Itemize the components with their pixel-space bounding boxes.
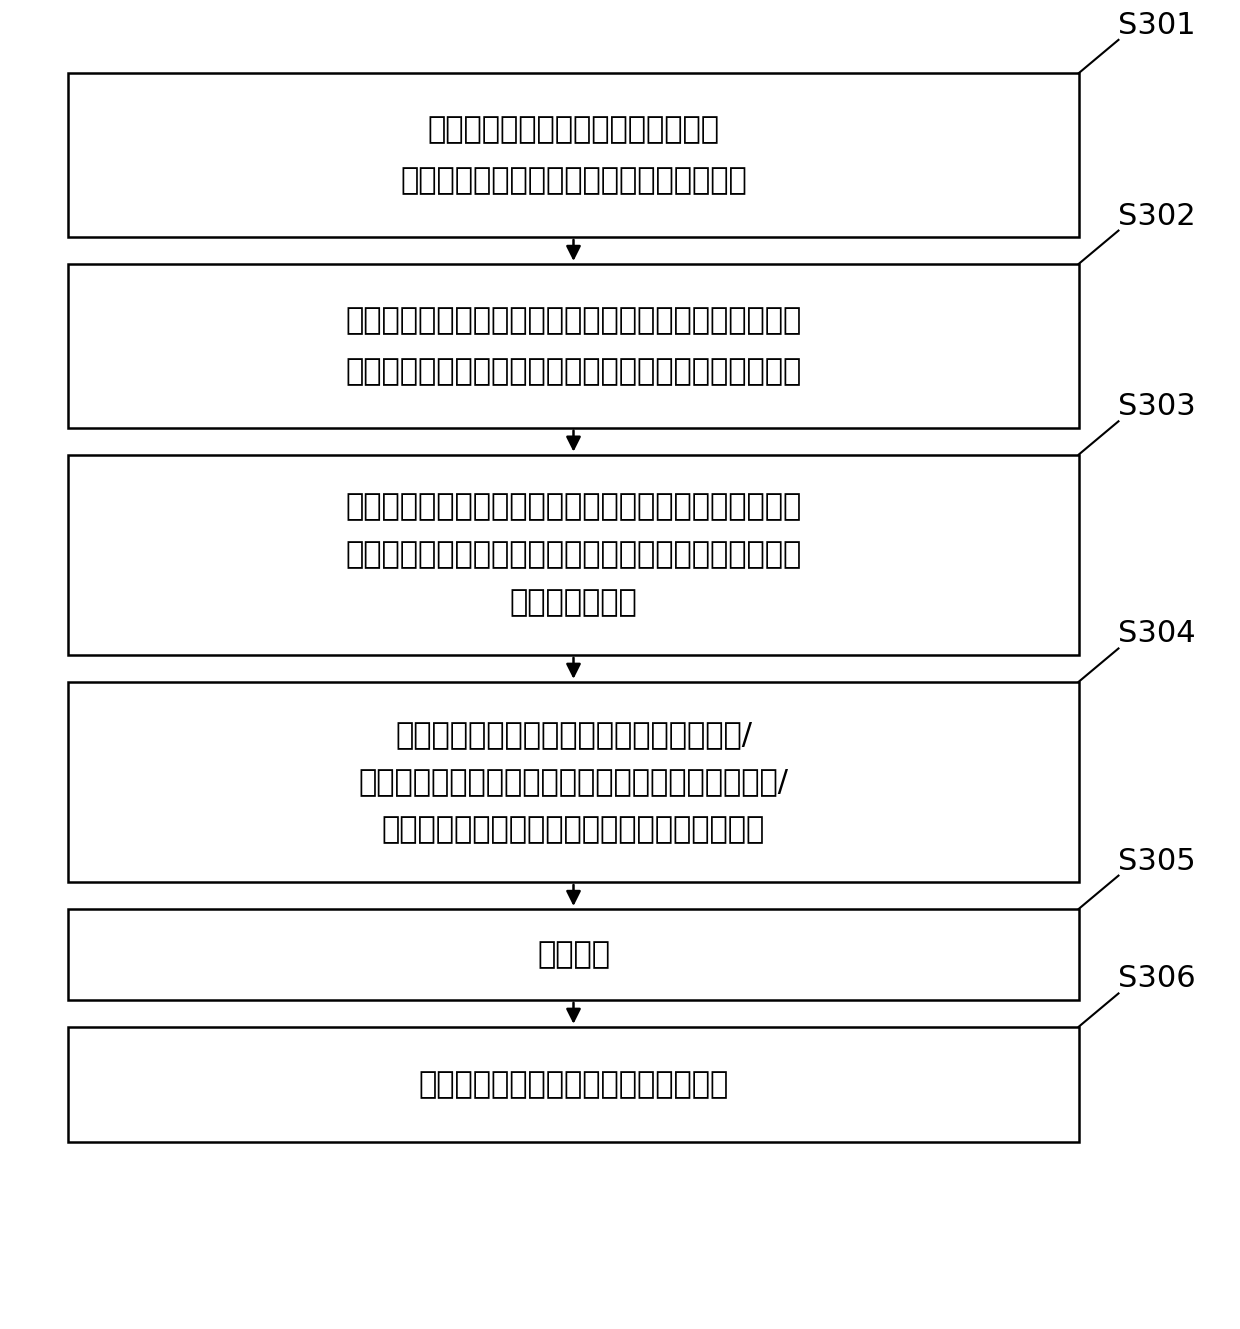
Text: S301: S301 (1118, 11, 1197, 40)
Bar (68, 455, 1079, 655)
Text: S304: S304 (1118, 619, 1197, 649)
Text: 其中待屏蔽芯片的焊盘朝向远离载板的方向: 其中待屏蔽芯片的焊盘朝向远离载板的方向 (401, 166, 746, 195)
Text: S306: S306 (1118, 965, 1197, 994)
Text: 导电桥的侧壁，并露出待屏蔽芯片的焊盘和导电桥中导电: 导电桥的侧壁，并露出待屏蔽芯片的焊盘和导电桥中导电 (346, 541, 801, 569)
Text: S303: S303 (1118, 392, 1197, 421)
Text: 贴附至少一个导电桥；导电桥包括至少一个导电金属结构: 贴附至少一个导电桥；导电桥包括至少一个导电金属结构 (346, 358, 801, 385)
Text: 在载板的第一表面形成模封层，模封层包覆待屏蔽芯片和: 在载板的第一表面形成模封层，模封层包覆待屏蔽芯片和 (346, 493, 801, 521)
Text: S302: S302 (1118, 202, 1197, 231)
Text: 在载板的第一表面，且与待屏蔽芯片每个侧壁对应的位置: 在载板的第一表面，且与待屏蔽芯片每个侧壁对应的位置 (346, 306, 801, 335)
Text: 在原先贴附载板的一侧表面设置导电层: 在原先贴附载板的一侧表面设置导电层 (418, 1070, 729, 1099)
Text: S305: S305 (1118, 847, 1197, 876)
Text: 金属结构的两端: 金属结构的两端 (510, 587, 637, 617)
Text: 或设置焊球，其中，重布线层的导线中的至少一个和/: 或设置焊球，其中，重布线层的导线中的至少一个和/ (358, 767, 789, 796)
Bar (68, 73, 1079, 237)
Text: 或焊球与导电桥端部露出的导电金属结构电连接: 或焊球与导电桥端部露出的导电金属结构电连接 (382, 815, 765, 844)
Text: 在模封层背向导电层的表面形成重布线层和/: 在模封层背向导电层的表面形成重布线层和/ (396, 720, 751, 748)
Text: 拆除载板: 拆除载板 (537, 940, 610, 969)
Bar (68, 682, 1079, 882)
Bar (68, 909, 1079, 999)
Bar (68, 1027, 1079, 1142)
Text: 在载板的第一表面贴附待屏蔽芯片，: 在载板的第一表面贴附待屏蔽芯片， (428, 116, 719, 144)
Bar (68, 264, 1079, 428)
